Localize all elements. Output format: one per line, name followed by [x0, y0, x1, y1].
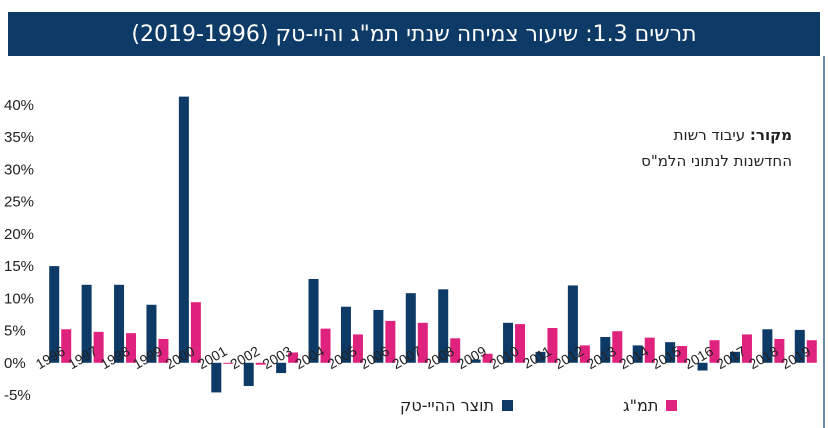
- gdp-bar-2007: [417, 322, 428, 363]
- y-tick-label: 40%: [4, 97, 34, 114]
- legend-swatch-hitech: [502, 400, 514, 411]
- legend: תמ"ג תוצר ההיי-טק: [400, 396, 678, 415]
- hitech-bar-2016: [697, 362, 708, 371]
- y-tick-label: 20%: [4, 226, 34, 243]
- gdp-bar-2005: [352, 334, 363, 363]
- source-text-1: עיבוד רשות: [673, 126, 746, 144]
- gdp-bar-2003: [288, 352, 299, 363]
- legend-swatch-gdp: [666, 400, 678, 411]
- hitech-bar-2017: [729, 351, 740, 363]
- hitech-bar-2011: [535, 351, 546, 363]
- source-label: מקור:: [749, 126, 792, 144]
- hitech-bar-1998: [114, 284, 125, 363]
- legend-label-hitech: תוצר ההיי-טק: [400, 396, 495, 415]
- hitech-bar-2008: [438, 289, 449, 363]
- gdp-bar-2015: [677, 346, 688, 363]
- hitech-bar-2000: [178, 96, 189, 363]
- source-line-2: החדשנות לנתוני הלמ"ס: [641, 152, 792, 170]
- hitech-bar-2014: [632, 345, 643, 363]
- gdp-bar-2012: [579, 345, 590, 363]
- y-tick-label: -5%: [4, 387, 31, 404]
- hitech-bar-2018: [762, 329, 773, 363]
- legend-item-gdp: תמ"ג: [623, 396, 678, 415]
- source-note: מקור: עיבוד רשות החדשנות לנתוני הלמ"ס: [532, 122, 792, 174]
- hitech-bar-2003: [276, 362, 287, 374]
- right-border: [823, 56, 825, 428]
- gdp-bar-2008: [450, 338, 461, 363]
- gdp-bar-1997: [93, 331, 104, 363]
- legend-item-hitech: תוצר ההיי-טק: [400, 396, 514, 415]
- y-tick-label: 30%: [4, 161, 34, 178]
- hitech-bar-2006: [373, 309, 384, 363]
- y-tick-label: 5%: [4, 323, 26, 340]
- gdp-bar-2014: [644, 337, 655, 363]
- hitech-bar-2012: [567, 285, 578, 363]
- y-tick-label: 15%: [4, 258, 34, 275]
- gdp-bar-2001: [223, 362, 234, 364]
- gdp-bar-2009: [482, 353, 493, 363]
- gdp-bar-2016: [709, 340, 720, 363]
- chart-title: תרשים 1.3: שיעור צמיחה שנתי תמ"ג והיי-טק…: [131, 21, 697, 47]
- legend-label-gdp: תמ"ג: [623, 396, 659, 415]
- gdp-bar-1996: [61, 329, 72, 363]
- gdp-bar-1998: [126, 333, 137, 363]
- gdp-bar-2006: [385, 320, 396, 363]
- title-bar: תרשים 1.3: שיעור צמיחה שנתי תמ"ג והיי-טק…: [8, 12, 820, 56]
- gdp-bar-2004: [320, 328, 331, 363]
- gdp-bar-2018: [774, 338, 785, 363]
- y-tick-label: 10%: [4, 290, 34, 307]
- hitech-bar-1997: [81, 284, 92, 363]
- hitech-bar-1996: [49, 266, 60, 363]
- gdp-bar-2000: [190, 302, 201, 363]
- gdp-bar-2010: [515, 324, 526, 363]
- hitech-bar-2010: [503, 322, 514, 363]
- hitech-bar-2004: [308, 279, 319, 363]
- y-tick-label: 25%: [4, 194, 34, 211]
- hitech-bar-2013: [600, 337, 611, 363]
- y-tick-label: 35%: [4, 129, 34, 146]
- hitech-bar-1999: [146, 304, 157, 363]
- hitech-bar-2007: [405, 293, 416, 363]
- gdp-bar-2013: [612, 331, 623, 363]
- source-line-1: מקור: עיבוד רשות: [532, 122, 792, 148]
- hitech-bar-2015: [665, 342, 676, 363]
- gdp-bar-2002: [255, 362, 266, 365]
- y-tick-label: 0%: [4, 355, 26, 372]
- hitech-bar-2009: [470, 359, 481, 363]
- gdp-bar-1999: [158, 338, 169, 363]
- hitech-bar-2002: [243, 362, 254, 386]
- gdp-bar-2011: [547, 327, 558, 363]
- hitech-bar-2019: [794, 329, 805, 363]
- hitech-bar-2001: [211, 362, 222, 393]
- hitech-bar-2005: [340, 306, 351, 363]
- gdp-bar-2019: [806, 340, 817, 363]
- gdp-bar-2017: [741, 334, 752, 363]
